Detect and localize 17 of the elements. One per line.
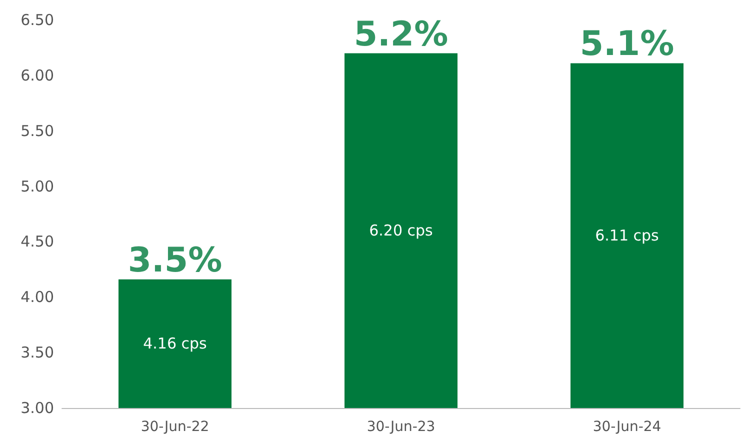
annotation: 5.1%	[580, 24, 674, 64]
data-label: 4.16 cps	[143, 334, 208, 353]
y-tick-label: 3.50	[20, 344, 54, 362]
y-tick-label: 4.50	[20, 232, 54, 251]
y-tick-label: 6.50	[20, 11, 54, 29]
x-tick-label: 30-Jun-22	[140, 419, 210, 435]
y-tick-label: 6.00	[20, 66, 54, 84]
y-tick-label: 3.00	[20, 399, 54, 417]
data-label: 6.20 cps	[369, 222, 434, 240]
data-label: 6.11 cps	[595, 226, 660, 245]
x-tick-label: 30-Jun-24	[592, 419, 662, 435]
annotation: 3.5%	[128, 240, 222, 280]
y-tick-label: 5.00	[20, 177, 54, 196]
y-tick-label: 5.50	[20, 122, 54, 140]
annotation: 5.2%	[354, 14, 448, 54]
x-tick-label: 30-Jun-23	[366, 419, 436, 435]
y-tick-label: 4.00	[20, 288, 54, 306]
